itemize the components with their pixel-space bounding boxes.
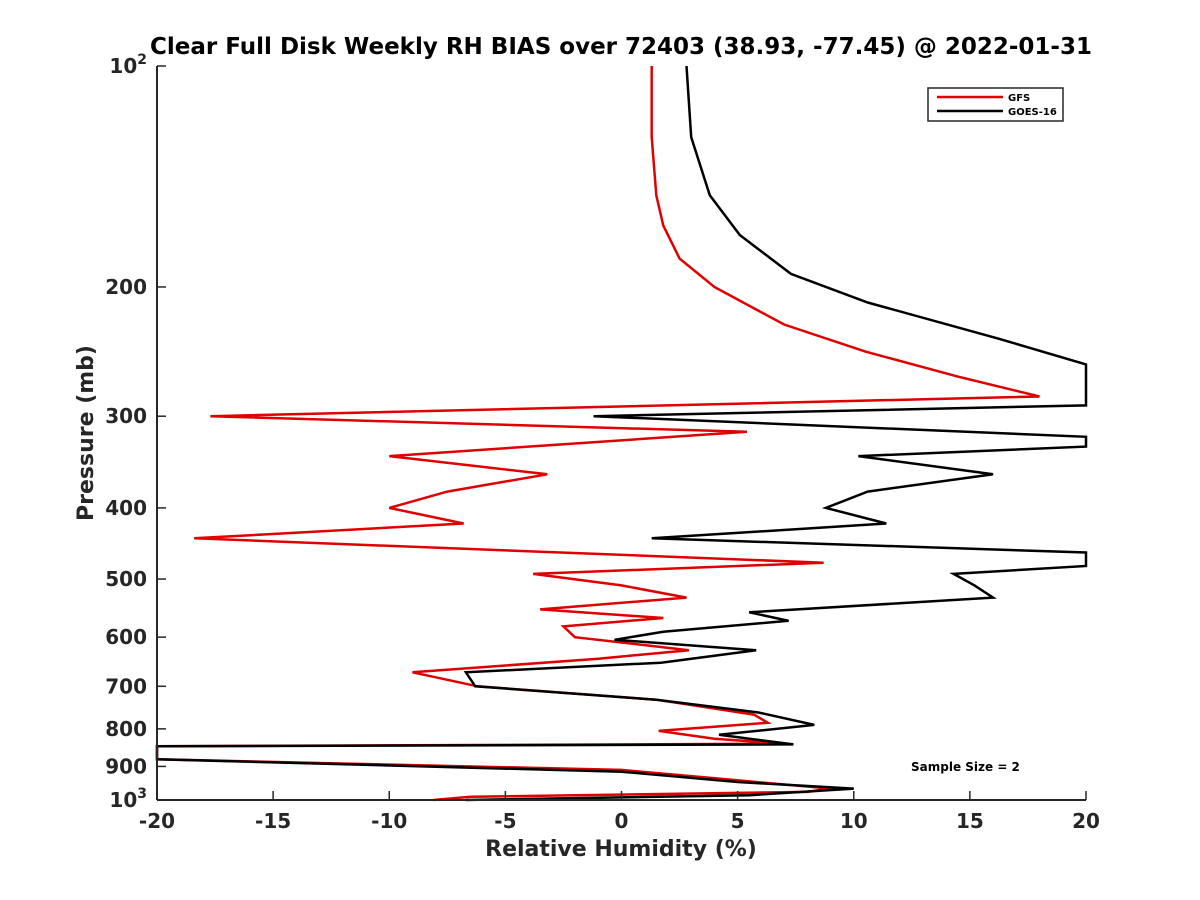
x-tick-label: -20 bbox=[139, 809, 175, 833]
y-tick-label: 200 bbox=[105, 275, 147, 299]
x-tick-label: -5 bbox=[494, 809, 516, 833]
legend-label-goes16: GOES-16 bbox=[1008, 107, 1057, 118]
y-tick-label: 300 bbox=[105, 404, 147, 428]
x-tick-label: -15 bbox=[255, 809, 291, 833]
x-tick-label: 0 bbox=[615, 809, 629, 833]
legend-box bbox=[927, 87, 1064, 122]
x-tick-label: 15 bbox=[956, 809, 984, 833]
legend-label-gfs: GFS bbox=[1008, 93, 1030, 104]
y-tick-label: 400 bbox=[105, 496, 147, 520]
plot-lines bbox=[155, 65, 1088, 802]
y-tick-label: 102 bbox=[109, 52, 147, 78]
y-tick-label: 500 bbox=[105, 567, 147, 591]
series-line-goes16 bbox=[155, 65, 1088, 802]
x-axis-label: Relative Humidity (%) bbox=[485, 837, 757, 862]
y-tick-label: 900 bbox=[105, 754, 147, 778]
chart-title: Clear Full Disk Weekly RH BIAS over 7240… bbox=[150, 34, 1092, 60]
x-tick-label: 10 bbox=[840, 809, 868, 833]
x-tick-label: 5 bbox=[731, 809, 745, 833]
legend: GFS GOES-16 bbox=[927, 87, 1064, 122]
x-ticks: -20 -15 -10 -5 0 5 10 15 20 bbox=[139, 791, 1100, 833]
y-tick-label: 700 bbox=[105, 674, 147, 698]
y-tick-label: 600 bbox=[105, 625, 147, 649]
y-axis-label: Pressure (mb) bbox=[74, 345, 99, 521]
y-ticks: 102 200 300 400 500 600 700 800 900 103 bbox=[105, 52, 166, 812]
y-tick-label: 103 bbox=[109, 786, 147, 812]
sample-size-annotation: Sample Size = 2 bbox=[911, 760, 1020, 774]
x-tick-label: -10 bbox=[371, 809, 407, 833]
y-tick-label: 800 bbox=[105, 717, 147, 741]
x-tick-label: 20 bbox=[1072, 809, 1100, 833]
